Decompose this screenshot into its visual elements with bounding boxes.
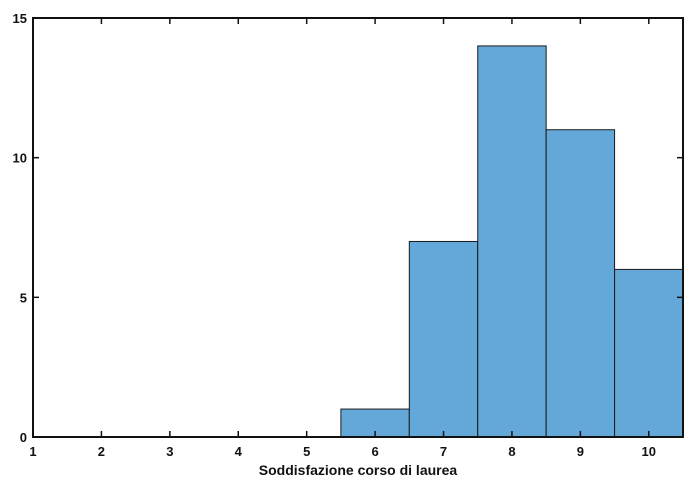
x-tick-label: 9 [577, 444, 584, 459]
x-tick-label: 10 [642, 444, 656, 459]
x-tick-label: 2 [98, 444, 105, 459]
x-tick-label: 7 [440, 444, 447, 459]
x-axis-ticks: 1 2 3 4 5 6 7 8 9 10 [29, 18, 656, 459]
y-tick-label: 0 [20, 430, 27, 445]
x-tick-label: 5 [303, 444, 310, 459]
x-tick-label: 4 [235, 444, 243, 459]
bar-9 [545, 129, 616, 438]
bars-group [340, 45, 684, 438]
y-tick-label: 15 [13, 11, 27, 26]
x-axis-label: Soddisfazione corso di laurea [259, 462, 458, 477]
y-axis-ticks: 0 5 10 15 [13, 11, 683, 445]
y-tick-label: 5 [20, 290, 27, 305]
bar-8 [477, 45, 547, 438]
bar-10 [614, 268, 684, 438]
x-tick-label: 6 [371, 444, 378, 459]
x-tick-label: 8 [508, 444, 515, 459]
x-tick-label: 3 [166, 444, 173, 459]
bar-7 [408, 240, 479, 438]
y-tick-label: 10 [13, 151, 27, 166]
plot-frame [32, 17, 684, 438]
x-tick-label: 1 [29, 444, 36, 459]
